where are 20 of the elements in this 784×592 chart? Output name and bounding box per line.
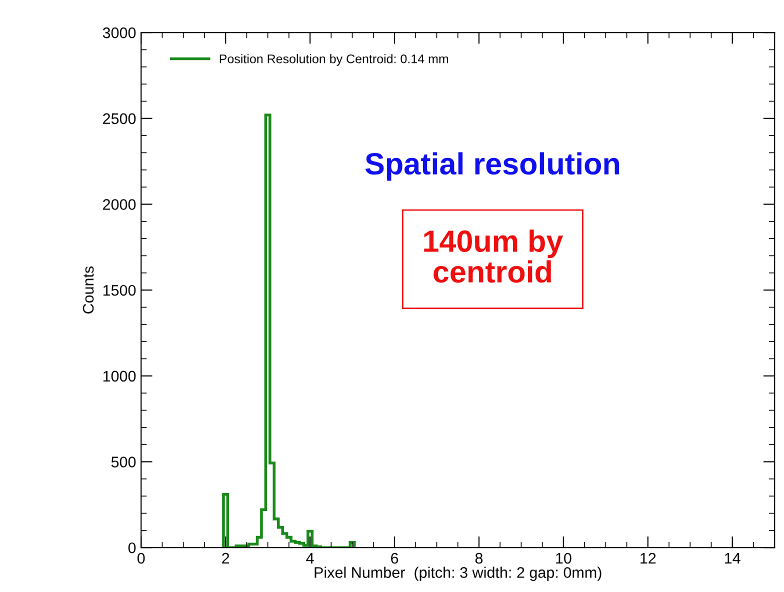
y-tick-label: 2000	[103, 199, 136, 210]
y-axis-title: Counts	[82, 266, 94, 314]
x-tick-label: 10	[556, 552, 572, 564]
annotation: 140um by centroid	[424, 230, 564, 283]
x-axis-title: Pixel Number (pitch: 3 width: 2 gap: 0mm)	[314, 566, 602, 581]
x-tick-label: 8	[475, 552, 483, 564]
annotation: Spatial resolution	[365, 152, 619, 181]
y-tick-label: 1500	[103, 284, 136, 296]
legend-label: Position Resolution by Centroid: 0.14 mm	[220, 54, 448, 66]
x-tick-label: 14	[725, 553, 740, 564]
x-tick-label: 0	[137, 552, 145, 564]
y-tick-label: 2500	[103, 113, 136, 124]
y-tick-label: 500	[111, 456, 136, 468]
y-tick-label: 0	[128, 542, 136, 554]
x-tick-label: 6	[391, 552, 398, 564]
x-tick-label: 12	[640, 552, 656, 564]
x-tick-label: 2	[222, 552, 230, 564]
y-tick-label: 3000	[102, 27, 136, 38]
y-tick-label: 1000	[103, 370, 136, 382]
x-tick-label: 4	[306, 553, 314, 564]
